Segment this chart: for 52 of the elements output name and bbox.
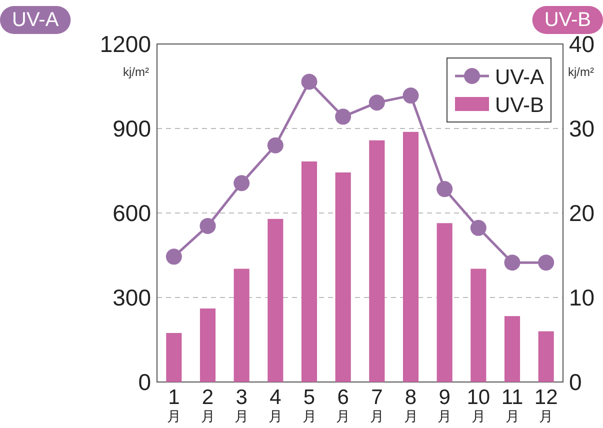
x-tick-label: 5 月 [302,386,316,424]
x-tick-label: 11 月 [501,386,524,424]
bar [335,172,351,382]
x-tick-label: 12 月 [534,386,558,424]
bar [200,308,216,382]
point [166,248,182,265]
y-tick-label: 900 [112,116,151,142]
point [200,218,216,234]
bar [234,268,250,382]
bar [538,331,554,382]
y2-axis-title: UV-B [544,9,591,31]
y-tick-label: 0 [138,369,151,395]
x-tick-label: 10 月 [466,386,490,424]
legend-label: UV-B [495,94,544,117]
x-tick-label: 3 月 [234,386,249,424]
y2-tick-label: 40 [569,31,595,57]
x-tick-label: 4 月 [268,386,282,424]
bar [301,161,318,382]
y-tick-label: 1200 [100,31,151,57]
point [234,175,250,192]
x-tick-label: 1 月 [166,386,181,424]
point [335,108,352,125]
x-tick-label: 9 月 [438,386,452,424]
bar [470,268,486,382]
bar [166,332,182,382]
point [368,94,385,111]
y-tick-label: 600 [112,200,151,226]
x-tick-label: 2 月 [200,386,215,424]
point [402,88,419,104]
point [267,137,284,154]
point [301,74,318,90]
y-axis-title: UV-A [12,9,60,31]
bar [369,140,385,382]
bar [504,316,520,382]
legend-label: UV-A [495,66,544,89]
bar [268,218,284,382]
text: kj/m² [123,65,149,79]
y2-tick-label: 30 [569,116,595,142]
x-tick-label: 8 月 [404,386,418,424]
y-tick-label: 300 [112,284,151,310]
bar [436,223,452,382]
point [470,220,486,236]
point [538,254,554,271]
x-tick-label: 7 月 [370,386,384,424]
point [436,181,453,198]
bar [402,132,419,382]
point [504,254,520,271]
y2-tick-label: 20 [569,200,595,226]
y2-tick-label: 0 [569,369,582,395]
text: kj/m² [568,65,594,79]
x-tick-label: 6 月 [336,386,350,424]
y2-tick-label: 10 [569,284,595,310]
